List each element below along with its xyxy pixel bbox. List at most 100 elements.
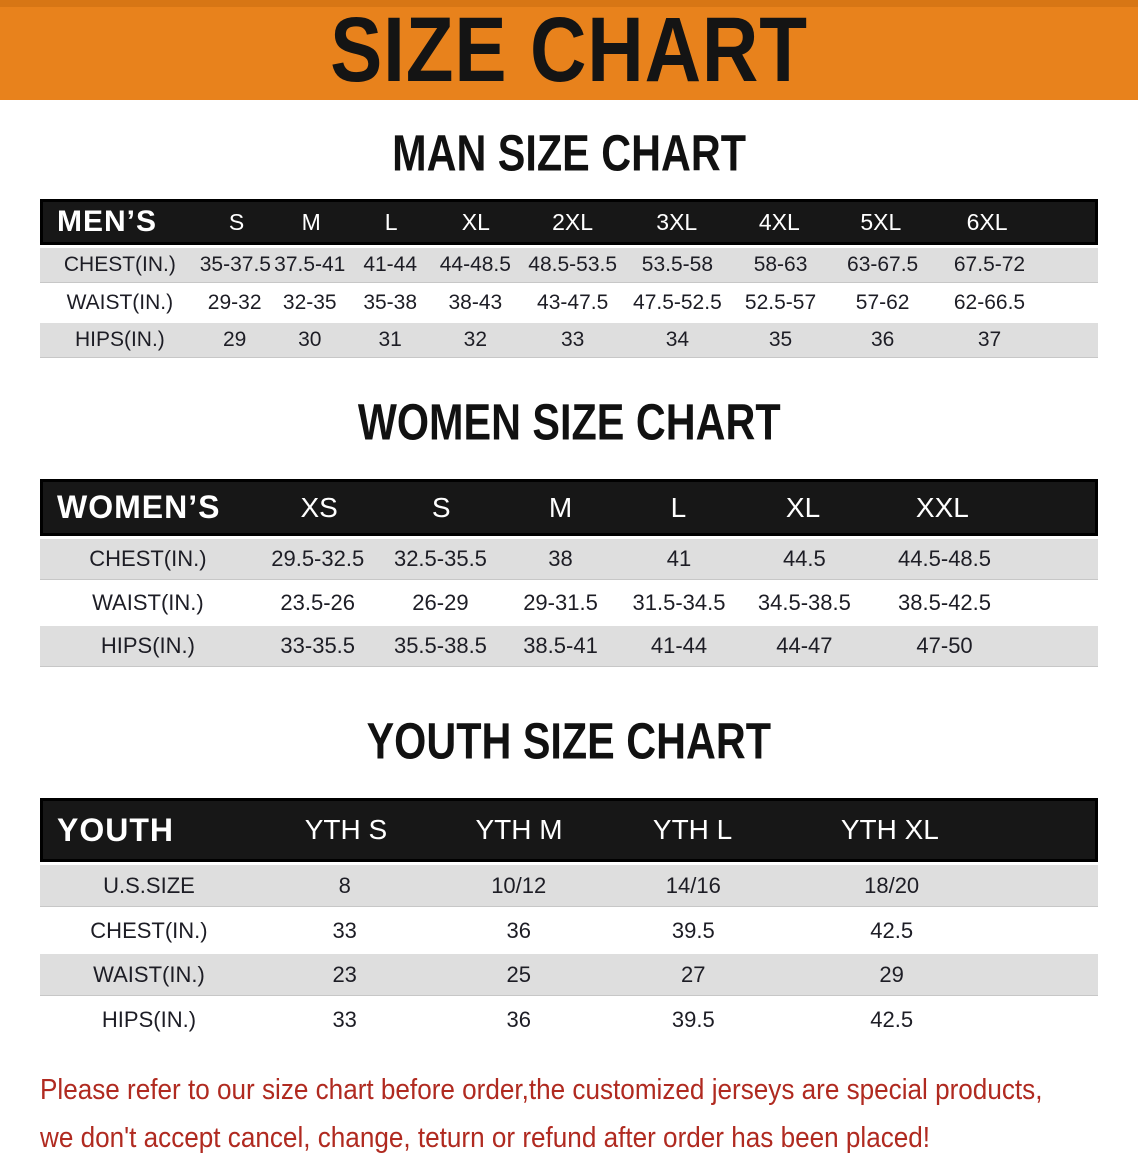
size-value-cell: 31 xyxy=(378,328,402,351)
banner: SIZE CHART xyxy=(0,0,1138,100)
table-row: CHEST(IN.) 29.5-32.5 32.5-35.5 38 41 44.5 44.5… xyxy=(40,539,1098,580)
size-column-header: XL xyxy=(785,491,821,523)
size-value-cell: 36 xyxy=(506,1006,531,1032)
size-table-header: YOUTH YTH S YTH M YTH L YTH XL xyxy=(40,798,1098,862)
size-value-cell: 67.5-72 xyxy=(953,253,1026,276)
size-value-cell: 41-44 xyxy=(363,253,418,276)
size-value-cell: 38 xyxy=(548,546,573,571)
size-value-cell: 30 xyxy=(298,328,322,351)
size-column-header: 4XL xyxy=(758,208,800,235)
size-value-cell: 35-38 xyxy=(363,291,418,314)
size-table: MEN’S S M L XL 2XL 3XL 4XL 5XL 6XL CHEST(IN.) 35-37… xyxy=(40,199,1098,358)
size-column-header: 5XL xyxy=(860,208,902,235)
size-value-cell: 52.5-57 xyxy=(744,291,817,314)
size-value-cell: 41 xyxy=(666,546,692,571)
row-label: WAIST(IN.) xyxy=(93,961,205,987)
size-column-header: M xyxy=(548,491,573,523)
size-value-cell: 31.5-34.5 xyxy=(632,590,726,615)
size-value-cell: 29 xyxy=(222,328,247,351)
size-value-cell: 25 xyxy=(506,961,531,987)
size-column-header: XXL xyxy=(915,491,969,523)
row-label: CHEST(IN.) xyxy=(63,253,176,276)
row-label: CHEST(IN.) xyxy=(90,917,208,943)
size-column-header: XL xyxy=(461,208,490,235)
size-value-cell: 36 xyxy=(506,917,531,943)
size-column-header: YTH XL xyxy=(840,814,939,845)
table-row: HIPS(IN.) 29 30 31 32 33 34 35 36 37 xyxy=(40,323,1098,358)
size-value-cell: 18/20 xyxy=(864,872,920,898)
size-value-cell: 32-35 xyxy=(282,291,337,314)
section-heading: MAN SIZE CHART xyxy=(0,124,1138,181)
row-label: HIPS(IN.) xyxy=(100,633,195,658)
table-row: WAIST(IN.) 23 25 27 29 xyxy=(40,954,1098,996)
size-value-cell: 39.5 xyxy=(671,1006,715,1032)
row-label: WAIST(IN.) xyxy=(92,590,204,615)
table-group-label: WOMEN’S xyxy=(57,489,221,525)
size-value-cell: 29.5-32.5 xyxy=(271,546,365,571)
table-row: CHEST(IN.) 33 36 39.5 42.5 xyxy=(40,910,1098,951)
table-row: HIPS(IN.) 33 36 39.5 42.5 xyxy=(40,999,1098,1040)
table-group-label: MEN’S xyxy=(57,205,158,238)
size-table: YOUTH YTH S YTH M YTH L YTH XL U.S.SIZE 8 10/12… xyxy=(40,798,1098,1040)
size-section-2: YOUTH SIZE CHART YOUTH YTH S YTH M YTH L YTH … xyxy=(0,711,1138,1040)
table-row: WAIST(IN.) 29-32 32-35 35-38 38-43 43-47.5 47.… xyxy=(40,286,1098,320)
size-column-header: YTH S xyxy=(304,814,388,845)
size-column-header: S xyxy=(228,208,245,235)
size-column-header: XS xyxy=(300,491,338,523)
size-column-header: S xyxy=(431,491,451,523)
size-value-cell: 34 xyxy=(665,328,690,351)
size-value-cell: 10/12 xyxy=(491,872,547,898)
size-value-cell: 34.5-38.5 xyxy=(757,590,851,615)
table-group-label: YOUTH xyxy=(57,811,174,848)
size-value-cell: 33 xyxy=(332,917,357,943)
size-column-header: 6XL xyxy=(966,208,1008,235)
row-label: CHEST(IN.) xyxy=(89,546,207,571)
size-value-cell: 62-66.5 xyxy=(953,291,1026,314)
size-value-cell: 42.5 xyxy=(870,1006,914,1032)
size-section-0: MAN SIZE CHART MEN’S S M L XL 2XL 3XL 4XL 5XL 6XL C… xyxy=(0,124,1138,358)
size-value-cell: 47.5-52.5 xyxy=(633,291,722,314)
size-value-cell: 23 xyxy=(332,961,357,987)
size-value-cell: 44-48.5 xyxy=(439,253,511,276)
section-heading: WOMEN SIZE CHART xyxy=(0,393,1138,450)
size-value-cell: 41-44 xyxy=(650,633,708,658)
size-value-cell: 39.5 xyxy=(671,917,715,943)
table-row: WAIST(IN.) 23.5-26 26-29 29-31.5 31.5-34.5 34… xyxy=(40,583,1098,623)
size-value-cell: 42.5 xyxy=(870,917,914,943)
size-value-cell: 43-47.5 xyxy=(537,291,609,314)
size-table-header: WOMEN’S XS S M L XL XXL xyxy=(40,479,1098,536)
size-value-cell: 33-35.5 xyxy=(280,633,356,658)
size-value-cell: 26-29 xyxy=(412,590,469,615)
size-value-cell: 44.5 xyxy=(782,546,826,571)
size-value-cell: 32 xyxy=(463,328,488,351)
size-table-header: MEN’S S M L XL 2XL 3XL 4XL 5XL 6XL xyxy=(40,199,1098,245)
size-value-cell: 37 xyxy=(977,328,1002,351)
size-column-header: L xyxy=(384,208,398,235)
size-value-cell: 14/16 xyxy=(665,872,721,898)
notice-line-1: Please refer to our size chart before or… xyxy=(40,1074,1043,1106)
size-value-cell: 29-31.5 xyxy=(523,590,598,615)
size-value-cell: 35 xyxy=(768,328,793,351)
size-value-cell: 48.5-53.5 xyxy=(528,253,618,276)
size-value-cell: 23.5-26 xyxy=(280,590,356,615)
size-value-cell: 37.5-41 xyxy=(274,253,346,276)
size-value-cell: 47-50 xyxy=(916,633,973,658)
order-notice: Please refer to our size chart before or… xyxy=(40,1066,1138,1162)
section-heading-text: YOUTH SIZE CHART xyxy=(366,711,772,770)
size-value-cell: 38.5-41 xyxy=(523,633,598,658)
size-value-cell: 58-63 xyxy=(753,253,808,276)
size-column-header: L xyxy=(670,491,687,523)
size-value-cell: 57-62 xyxy=(855,291,910,314)
size-column-header: 2XL xyxy=(552,208,594,235)
size-value-cell: 53.5-58 xyxy=(641,253,714,276)
size-value-cell: 44.5-48.5 xyxy=(898,546,992,571)
size-value-cell: 33 xyxy=(332,1006,357,1032)
section-heading: YOUTH SIZE CHART xyxy=(0,711,1138,770)
size-value-cell: 8 xyxy=(338,872,351,898)
table-row: HIPS(IN.) 33-35.5 35.5-38.5 38.5-41 41-44 44-… xyxy=(40,626,1098,667)
size-value-cell: 36 xyxy=(870,328,895,351)
size-column-header: YTH M xyxy=(475,814,563,845)
size-value-cell: 27 xyxy=(681,961,706,987)
size-value-cell: 44-47 xyxy=(776,633,833,658)
